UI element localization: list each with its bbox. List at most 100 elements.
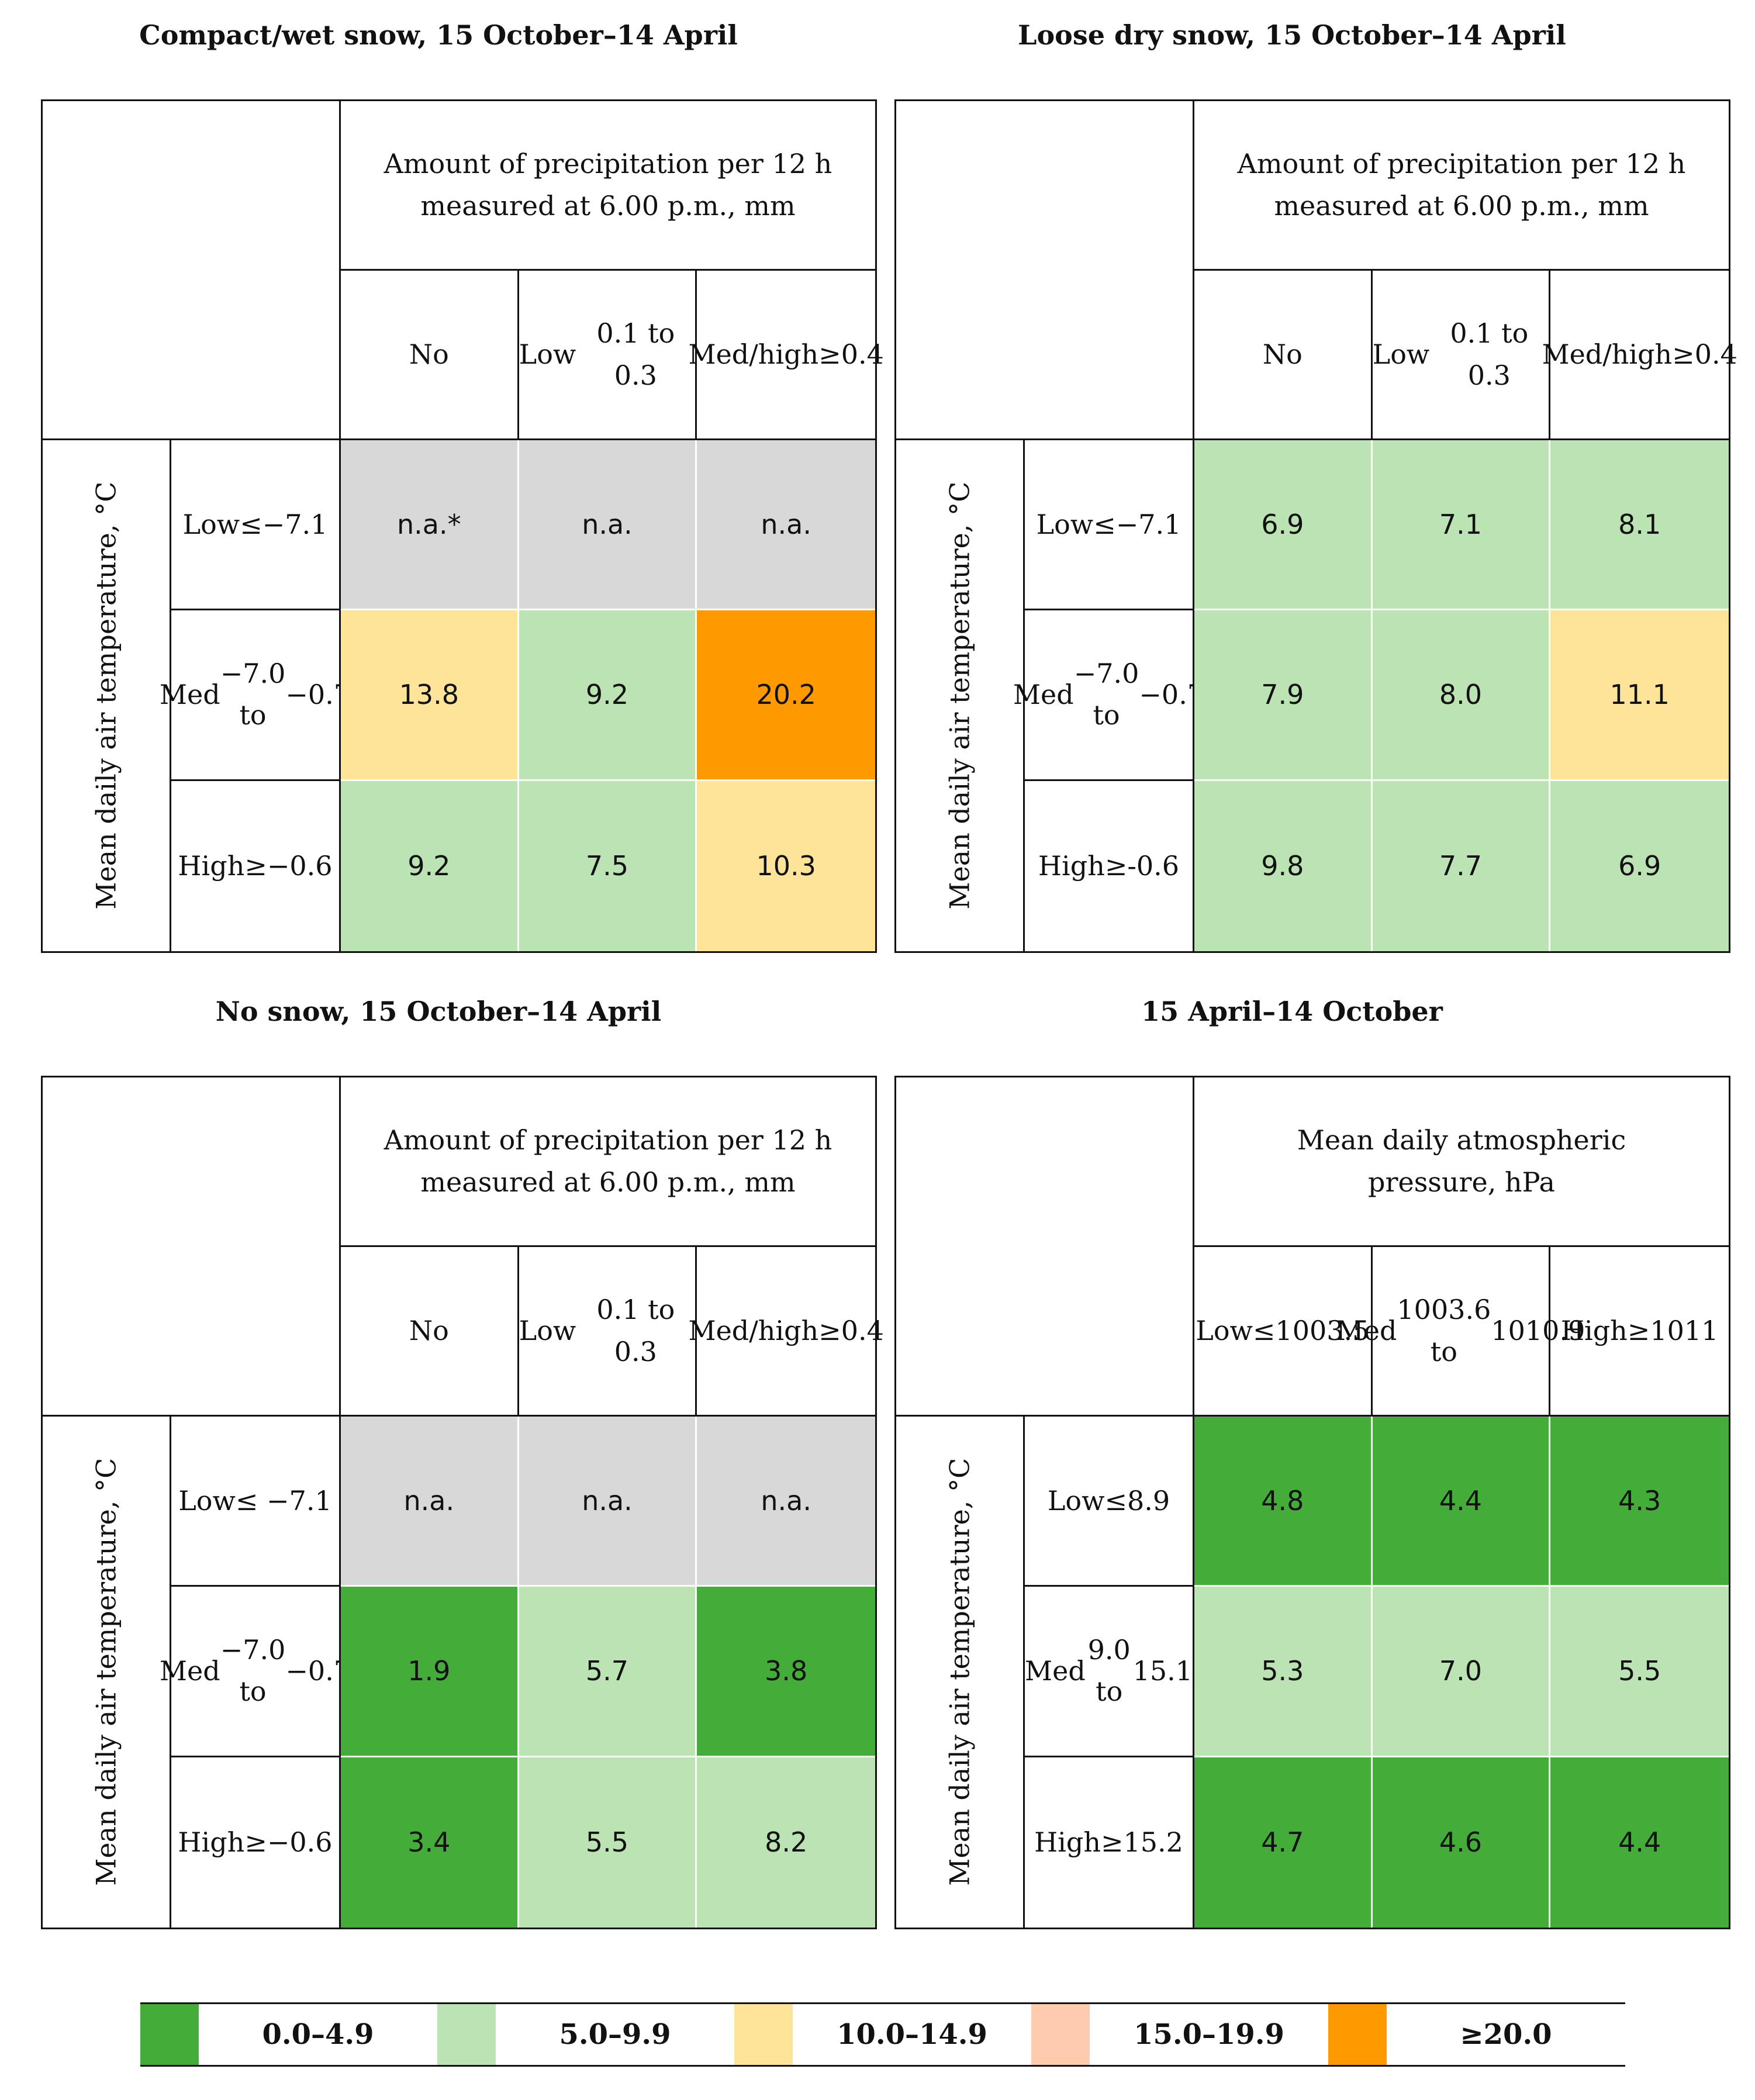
row-label: Med −7.0 to −0.7 bbox=[160, 1587, 351, 1757]
legend-label: 0.0–4.9 bbox=[262, 2018, 374, 2051]
label-line: Med bbox=[1025, 1655, 1086, 1687]
cell-value: 7.9 bbox=[1261, 678, 1304, 710]
label-line: Low bbox=[519, 338, 576, 370]
cell-value: 3.4 bbox=[407, 1826, 451, 1858]
label-line: −0.7 bbox=[285, 678, 351, 710]
heatmap-cell: 10.3 bbox=[697, 780, 875, 951]
column-label: Med/high ≥0.4 bbox=[688, 271, 884, 440]
column-label: Low 0.1 to 0.3 bbox=[519, 1247, 697, 1417]
label-line: Low bbox=[182, 508, 240, 540]
legend-swatch bbox=[734, 2004, 793, 2065]
heatmap-table: Amount of precipitation per 12 h measure… bbox=[41, 1076, 884, 1929]
label-line: ≥−0.6 bbox=[244, 1826, 333, 1858]
cell-value: 8.0 bbox=[1439, 678, 1483, 710]
label-line: ≤−7.1 bbox=[1093, 508, 1181, 540]
label-line: ≤8.9 bbox=[1104, 1484, 1170, 1517]
cell-value: n.a.* bbox=[397, 508, 461, 540]
cell-value: 5.3 bbox=[1261, 1655, 1304, 1687]
label-line: High bbox=[1560, 1314, 1628, 1346]
column-label: Med/high ≥0.4 bbox=[1542, 271, 1737, 440]
label-line: ≥0.4 bbox=[818, 338, 884, 370]
cell-value: 6.9 bbox=[1618, 849, 1661, 882]
label-line: ≤1003.5 bbox=[1252, 1314, 1370, 1346]
heatmap-cell: 8.0 bbox=[1372, 610, 1551, 781]
legend-label: 5.0–9.9 bbox=[559, 2018, 671, 2051]
heatmap-cell: 7.1 bbox=[1372, 440, 1551, 611]
cell-value: 10.3 bbox=[756, 849, 816, 882]
label-line: ≥−0.6 bbox=[244, 849, 333, 882]
column-header: Mean daily atmospheric pressure, hPa bbox=[1194, 1077, 1729, 1247]
column-label: Low ≤1003.5 bbox=[1194, 1247, 1373, 1417]
cell-value: 4.4 bbox=[1618, 1826, 1661, 1858]
panel-title: Loose dry snow, 15 October–14 April bbox=[1018, 19, 1566, 51]
heatmap-cell: 8.1 bbox=[1550, 440, 1729, 611]
cell-value: 9.8 bbox=[1261, 849, 1304, 882]
heatmap-cell: 4.4 bbox=[1372, 1417, 1551, 1587]
heatmap-cell: 5.5 bbox=[1550, 1587, 1729, 1757]
color-legend: 0.0–4.9 5.0–9.9 10.0–14.9 15.0–19.9 ≥20.0 bbox=[140, 2002, 1625, 2067]
heatmap-cell: 4.4 bbox=[1550, 1757, 1729, 1928]
heatmap-panel: Compact/wet snow, 15 October–14 April Amo… bbox=[0, 0, 884, 965]
column-label: Med 1003.6 to 1010.9 bbox=[1336, 1247, 1585, 1417]
column-header: Amount of precipitation per 12 h measure… bbox=[341, 101, 875, 271]
heatmap-table: Amount of precipitation per 12 h measure… bbox=[894, 99, 1737, 953]
label-line: ≥15.2 bbox=[1100, 1826, 1183, 1858]
column-header: Amount of precipitation per 12 h measure… bbox=[1194, 101, 1729, 271]
label-line: Med bbox=[1336, 1314, 1397, 1346]
heatmap-panel: No snow, 15 October–14 April Amount of pr… bbox=[0, 976, 884, 1941]
cell-value: 20.2 bbox=[756, 678, 816, 710]
label-line: −0.7 bbox=[285, 1655, 351, 1687]
label-line: No bbox=[1262, 338, 1303, 370]
panel-title: Compact/wet snow, 15 October–14 April bbox=[139, 19, 738, 51]
corner-cell bbox=[896, 101, 1194, 440]
heatmap-cell: 3.4 bbox=[341, 1757, 519, 1928]
row-axis-label: Mean daily air temperature, °C bbox=[89, 1458, 122, 1886]
column-label: Low 0.1 to 0.3 bbox=[519, 271, 697, 440]
row-axis-cell: Mean daily air temperature, °C bbox=[896, 1417, 1025, 1928]
panel-title: No snow, 15 October–14 April bbox=[215, 996, 662, 1027]
column-label: No bbox=[341, 271, 519, 440]
legend-swatch bbox=[437, 2004, 496, 2065]
heatmap-cell: 1.9 bbox=[341, 1587, 519, 1757]
label-line: High bbox=[1038, 849, 1105, 882]
heatmap-cell: 7.5 bbox=[519, 780, 697, 951]
row-label: Med −7.0 to −0.7 bbox=[1013, 610, 1204, 781]
label-line: −0.7 bbox=[1139, 678, 1205, 710]
label-line: 1010.9 bbox=[1491, 1314, 1585, 1346]
cell-value: 5.5 bbox=[585, 1826, 629, 1858]
label-line: Low bbox=[1036, 508, 1094, 540]
label-line: ≤−7.1 bbox=[240, 508, 328, 540]
corner-cell bbox=[43, 101, 341, 440]
heatmap-cell: 4.6 bbox=[1372, 1757, 1551, 1928]
cell-value: n.a. bbox=[403, 1484, 455, 1517]
row-label: Low ≤8.9 bbox=[1025, 1417, 1194, 1587]
cell-value: n.a. bbox=[582, 508, 633, 540]
heatmap-cell: 6.9 bbox=[1550, 780, 1729, 951]
row-axis-cell: Mean daily air temperature, °C bbox=[43, 440, 171, 951]
label-line: −7.0 to bbox=[1073, 658, 1139, 731]
row-axis-label: Mean daily air temperature, °C bbox=[943, 1458, 975, 1886]
heatmap-cell: 4.7 bbox=[1194, 1757, 1373, 1928]
label-line: Med bbox=[159, 678, 220, 710]
row-axis-cell: Mean daily air temperature, °C bbox=[896, 440, 1025, 951]
heatmap-cell: 4.3 bbox=[1550, 1417, 1729, 1587]
cell-value: n.a. bbox=[761, 508, 811, 540]
cell-value: 5.5 bbox=[1618, 1655, 1661, 1687]
heatmap-cell: n.a. bbox=[519, 1417, 697, 1587]
label-line: Low bbox=[1372, 338, 1430, 370]
label-line: 0.1 to 0.3 bbox=[596, 317, 675, 391]
label-line: 0.1 to 0.3 bbox=[1450, 317, 1529, 391]
heatmap-cell: 9.8 bbox=[1194, 780, 1373, 951]
heatmap-cell: n.a. bbox=[519, 440, 697, 611]
cell-value: 9.2 bbox=[585, 678, 629, 710]
row-label: High ≥−0.6 bbox=[171, 780, 341, 951]
label-line: Med/high bbox=[1542, 338, 1673, 370]
label-line: 0.1 to 0.3 bbox=[596, 1294, 675, 1367]
cell-value: 8.1 bbox=[1618, 508, 1661, 540]
cell-value: 4.4 bbox=[1439, 1484, 1483, 1517]
cell-value: 4.7 bbox=[1261, 1826, 1304, 1858]
heatmap-panel: Loose dry snow, 15 October–14 April Amoun… bbox=[854, 0, 1737, 965]
corner-cell bbox=[43, 1077, 341, 1417]
cell-value: 7.0 bbox=[1439, 1655, 1483, 1687]
column-label: No bbox=[1194, 271, 1373, 440]
